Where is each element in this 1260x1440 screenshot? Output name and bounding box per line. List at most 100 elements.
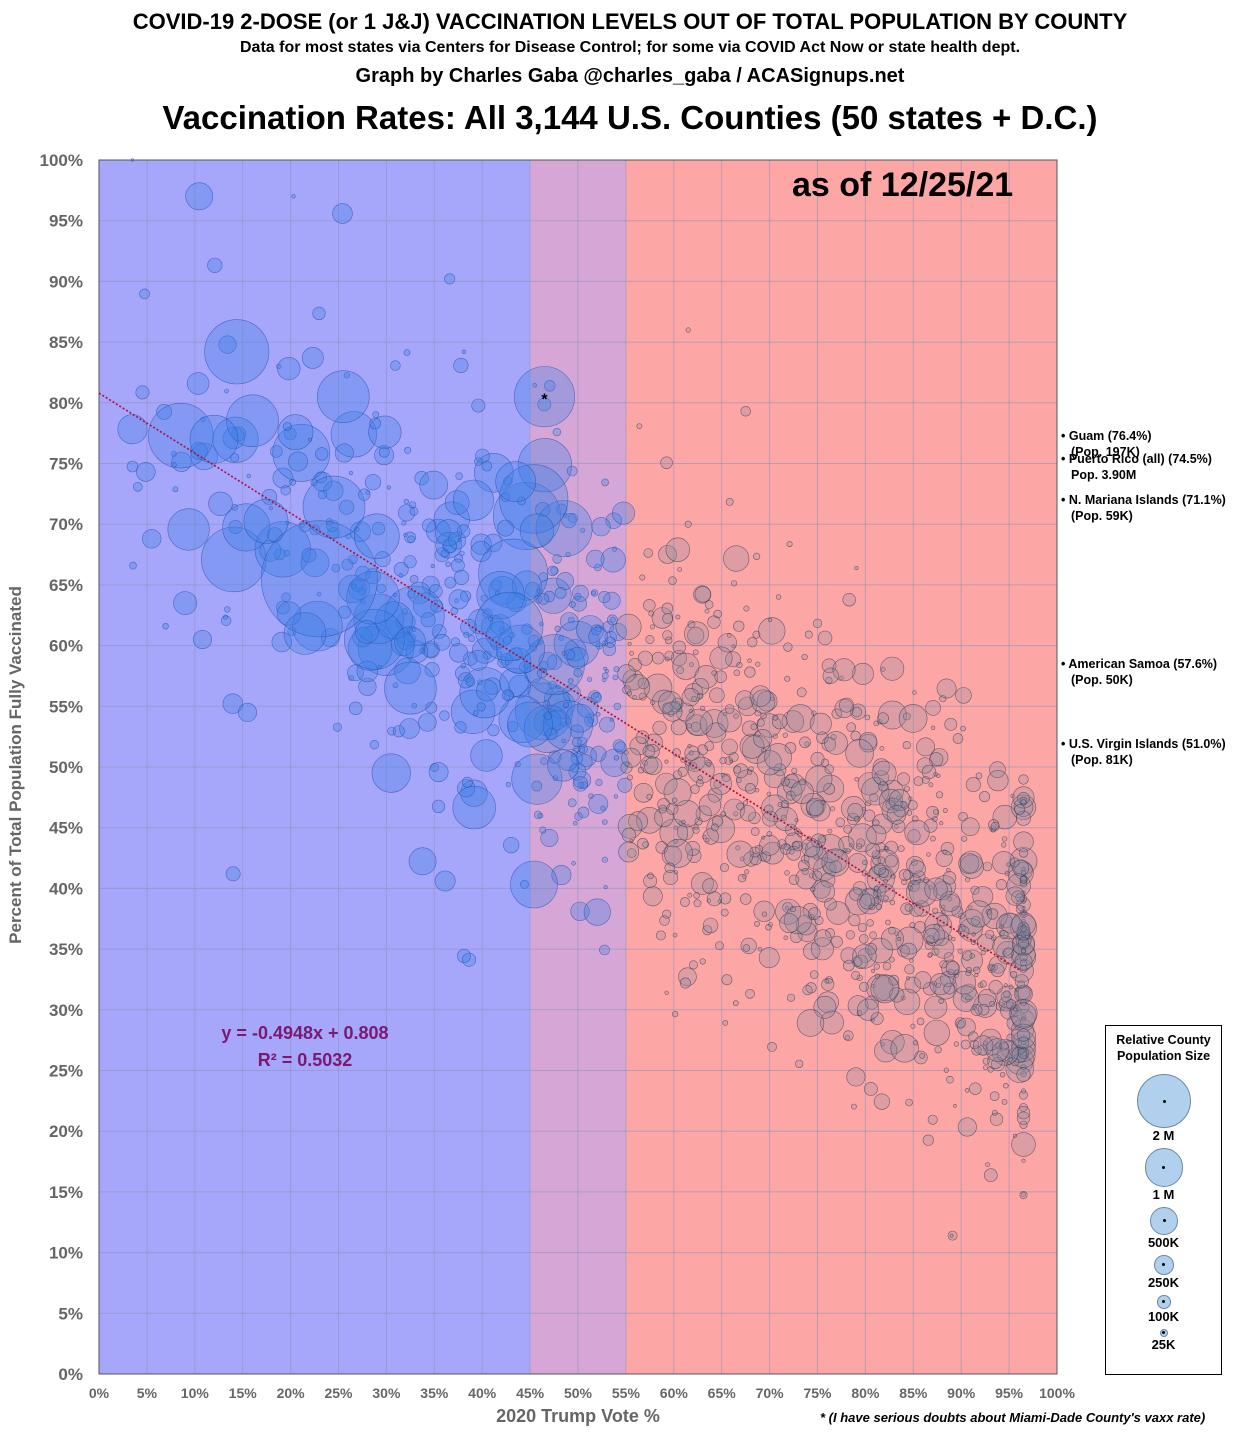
county-bubble <box>902 741 911 750</box>
county-bubble <box>947 896 953 902</box>
county-bubble <box>460 662 467 669</box>
county-bubble <box>943 982 956 995</box>
county-bubble <box>456 948 471 963</box>
county-bubble <box>848 914 861 927</box>
territory-name: • Puerto Rico (all) (74.5%) <box>1061 451 1212 466</box>
county-bubble-highlight <box>685 327 691 333</box>
county-bubble <box>979 1028 1002 1051</box>
county-bubble <box>574 812 583 821</box>
county-bubble <box>246 473 252 479</box>
county-bubble <box>1004 870 1010 877</box>
x-tick-label: 85% <box>899 1385 928 1401</box>
county-bubble <box>497 519 515 537</box>
county-bubble <box>613 666 620 673</box>
county-bubble <box>954 969 960 975</box>
y-tick-label: 25% <box>49 1062 83 1081</box>
county-bubble <box>1020 959 1027 967</box>
county-bubble <box>558 751 579 772</box>
county-bubble <box>735 690 755 710</box>
county-bubble <box>350 521 371 543</box>
county-bubble <box>975 772 983 780</box>
county-bubble <box>890 1034 919 1063</box>
county-bubble <box>733 713 739 719</box>
county-bubble <box>688 960 698 970</box>
county-bubble <box>499 464 569 534</box>
county-bubble <box>394 657 421 685</box>
county-bubble <box>971 1045 982 1056</box>
county-bubble <box>696 692 704 700</box>
county-bubble <box>711 823 719 832</box>
county-bubble <box>369 739 380 750</box>
county-bubble <box>372 411 380 419</box>
county-bubble <box>378 446 390 458</box>
county-bubble <box>810 833 826 849</box>
county-bubble <box>971 932 976 937</box>
county-bubble <box>764 743 792 771</box>
county-bubble <box>642 841 649 848</box>
y-tick-label: 50% <box>49 758 83 777</box>
county-bubble <box>743 851 759 867</box>
county-bubble <box>694 586 711 603</box>
county-bubble <box>583 898 611 926</box>
county-bubble <box>276 600 290 615</box>
county-bubble <box>839 697 854 713</box>
county-bubble <box>996 940 1020 965</box>
county-bubble <box>750 827 760 836</box>
county-bubble <box>773 806 798 832</box>
county-bubble <box>783 642 793 652</box>
county-bubble <box>1010 970 1018 978</box>
county-bubble <box>865 943 877 955</box>
y-tick-label: 80% <box>49 394 83 413</box>
county-bubble <box>480 594 488 602</box>
county-bubble <box>866 824 887 845</box>
county-bubble <box>491 579 503 591</box>
county-bubble <box>821 848 850 877</box>
county-bubble <box>643 874 657 888</box>
county-bubble <box>686 723 692 729</box>
county-bubble <box>651 651 665 665</box>
county-bubble <box>743 800 749 806</box>
county-bubble <box>719 892 732 905</box>
county-bubble <box>226 394 279 448</box>
county-bubble <box>276 601 302 626</box>
county-bubble <box>842 959 855 972</box>
county-bubble <box>1018 774 1029 785</box>
county-bubble <box>590 745 607 762</box>
county-bubble <box>521 623 533 635</box>
county-bubble <box>315 447 329 461</box>
x-tick-label: 10% <box>181 1385 210 1401</box>
county-bubble <box>687 743 692 749</box>
county-bubble <box>775 898 802 925</box>
county-bubble <box>857 772 882 796</box>
county-bubble <box>889 987 905 1003</box>
y-tick-label: 100% <box>40 151 83 170</box>
x-tick-label: 65% <box>708 1385 737 1401</box>
county-bubble <box>1001 842 1007 848</box>
county-bubble <box>1016 1067 1031 1082</box>
county-bubble <box>428 762 449 783</box>
county-bubble <box>759 834 781 856</box>
county-bubble <box>699 958 706 965</box>
county-bubble <box>881 779 904 803</box>
county-bubble <box>756 750 783 776</box>
x-tick-label: 45% <box>516 1385 545 1401</box>
county-bubble <box>588 793 594 799</box>
county-bubble <box>752 552 761 561</box>
county-bubble <box>797 831 804 838</box>
county-bubble <box>992 804 1017 830</box>
county-bubble <box>979 791 991 803</box>
county-bubble <box>662 613 673 624</box>
county-bubble <box>1021 918 1026 923</box>
county-bubble <box>681 819 686 825</box>
county-bubble <box>658 691 683 715</box>
county-bubble <box>735 845 741 851</box>
county-bubble <box>747 658 752 663</box>
county-bubble <box>602 642 617 657</box>
county-bubble <box>784 675 791 682</box>
county-bubble <box>934 1046 942 1054</box>
county-bubble <box>921 776 930 784</box>
county-bubble <box>813 880 836 903</box>
county-bubble <box>907 800 918 811</box>
county-bubble <box>644 743 660 759</box>
county-bubble <box>129 561 137 570</box>
